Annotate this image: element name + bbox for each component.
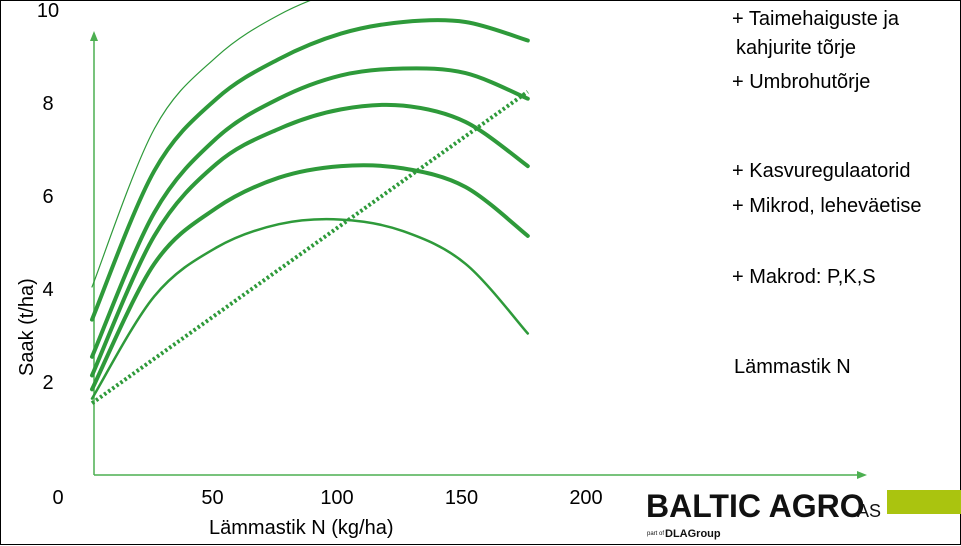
series-label: + Makrod: P,K,S — [732, 266, 876, 288]
series-line — [91, 1, 311, 288]
series-label: + Mikrod, leheväetise — [732, 195, 922, 217]
x-tick-label: 150 — [445, 487, 478, 509]
x-tick-label: 50 — [201, 487, 223, 509]
x-tick-label: 100 — [320, 487, 353, 509]
y-axis-label: Saak (t/ha) — [16, 278, 38, 376]
logo-wordmark: BALTIC AGRO — [646, 488, 865, 524]
logo-part-of: part of — [647, 531, 664, 537]
series-label: kahjurite tõrje — [736, 37, 856, 59]
series-labels: + Taimehaiguste ja kahjurite tõrje + Umbro… — [732, 8, 922, 378]
x-axis-arrow — [857, 471, 867, 479]
y-tick-label: 2 — [42, 372, 53, 394]
x-axis-label: Lämmastik N (kg/ha) — [209, 517, 394, 539]
series-line — [90, 102, 530, 378]
series-label: + Kasvuregulaatorid — [732, 160, 910, 182]
tick-labels: 0 50 100 150 200 2 4 6 8 10 — [37, 1, 603, 509]
logo-accent-bar — [887, 490, 961, 514]
logo-group: DLAGroup — [665, 528, 721, 540]
logo-suffix: AS — [857, 501, 881, 521]
series-line — [90, 18, 530, 322]
y-tick-label: 8 — [42, 93, 53, 115]
y-tick-label: 6 — [42, 186, 53, 208]
series-label: + Umbrohutõrje — [732, 71, 870, 93]
y-tick-label: 4 — [42, 279, 53, 301]
y-axis-arrow — [90, 31, 98, 41]
series-label: Lämmastik N — [734, 356, 851, 378]
series-line — [90, 163, 530, 392]
y-tick-label: 10 — [37, 1, 59, 22]
series-line — [90, 66, 530, 359]
series-line — [90, 217, 530, 400]
baltic-agro-logo: BALTIC AGRO AS part of DLAGroup — [646, 488, 961, 540]
series-label: + Taimehaiguste ja — [732, 8, 900, 30]
x-tick-label: 0 — [52, 487, 63, 509]
x-tick-label: 200 — [569, 487, 602, 509]
series-lines — [90, 1, 530, 405]
series-line-trend — [90, 90, 529, 405]
axes — [90, 31, 867, 479]
